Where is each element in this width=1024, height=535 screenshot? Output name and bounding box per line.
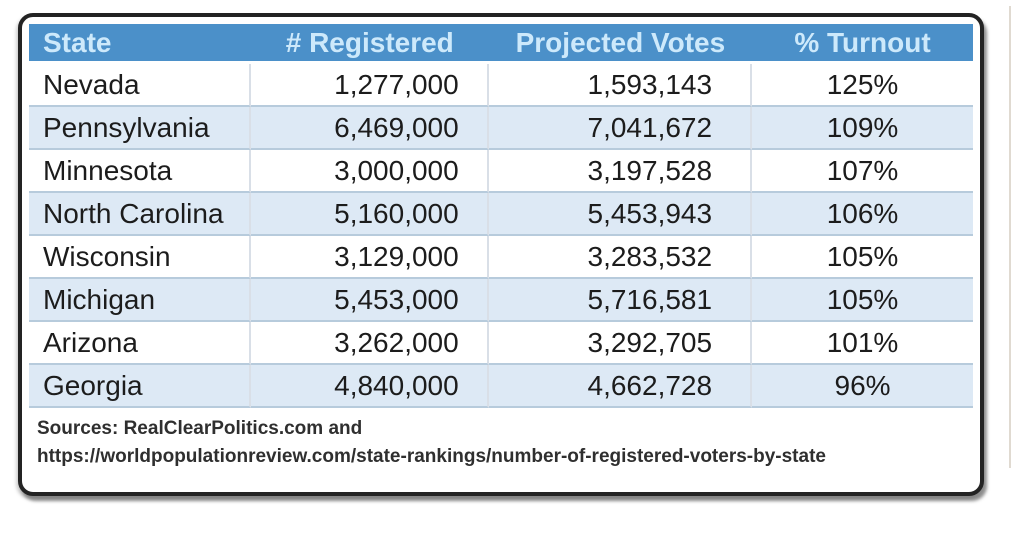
cell-turnout: 105% [752, 279, 973, 322]
cell-projected: 1,593,143 [488, 64, 753, 107]
cell-registered: 6,469,000 [250, 107, 489, 150]
table-row-pennsylvania: Pennsylvania 6,469,000 7,041,672 109% [29, 107, 973, 150]
cell-projected: 3,283,532 [488, 236, 753, 279]
cell-projected: 3,292,705 [488, 322, 753, 365]
cell-state: Georgia [29, 365, 251, 408]
cell-turnout: 125% [752, 64, 973, 107]
cell-registered: 5,160,000 [250, 193, 489, 236]
col-header-state: State [29, 24, 251, 64]
cell-projected: 7,041,672 [488, 107, 753, 150]
cell-registered: 3,000,000 [250, 150, 489, 193]
voter-table-card: State # Registered Projected Votes % Tur… [18, 13, 984, 496]
table-row-minnesota: Minnesota 3,000,000 3,197,528 107% [29, 150, 973, 193]
sources-line-1: Sources: RealClearPolitics.com and [37, 418, 363, 439]
table-row-georgia: Georgia 4,840,000 4,662,728 96% [29, 365, 973, 408]
cell-projected: 4,662,728 [488, 365, 753, 408]
voter-turnout-table: State # Registered Projected Votes % Tur… [29, 24, 973, 408]
cell-projected: 3,197,528 [488, 150, 753, 193]
header-row: State # Registered Projected Votes % Tur… [29, 24, 973, 64]
table-row-michigan: Michigan 5,453,000 5,716,581 105% [29, 279, 973, 322]
cell-state: Nevada [29, 64, 251, 107]
cell-state: Minnesota [29, 150, 251, 193]
col-header-turnout: % Turnout [752, 24, 973, 64]
table-row-wisconsin: Wisconsin 3,129,000 3,283,532 105% [29, 236, 973, 279]
cell-registered: 5,453,000 [250, 279, 489, 322]
cell-state: Pennsylvania [29, 107, 251, 150]
sources-line-2: https://worldpopulationreview.com/state-… [37, 446, 826, 467]
sources-note: Sources: RealClearPolitics.com and https… [29, 415, 973, 471]
cell-registered: 3,129,000 [250, 236, 489, 279]
col-header-registered: # Registered [250, 24, 489, 64]
cell-state: Wisconsin [29, 236, 251, 279]
cell-turnout: 101% [752, 322, 973, 365]
cell-registered: 4,840,000 [250, 365, 489, 408]
cell-turnout: 107% [752, 150, 973, 193]
cell-registered: 3,262,000 [250, 322, 489, 365]
cell-projected: 5,453,943 [488, 193, 753, 236]
col-header-projected-votes: Projected Votes [488, 24, 753, 64]
cell-turnout: 96% [752, 365, 973, 408]
cell-state: Michigan [29, 279, 251, 322]
cell-turnout: 109% [752, 107, 973, 150]
table-row-nevada: Nevada 1,277,000 1,593,143 125% [29, 64, 973, 107]
cell-projected: 5,716,581 [488, 279, 753, 322]
cell-registered: 1,277,000 [250, 64, 489, 107]
page-right-edge-line [1009, 6, 1011, 468]
cell-turnout: 106% [752, 193, 973, 236]
table-row-north-carolina: North Carolina 5,160,000 5,453,943 106% [29, 193, 973, 236]
cell-turnout: 105% [752, 236, 973, 279]
cell-state: Arizona [29, 322, 251, 365]
table-row-arizona: Arizona 3,262,000 3,292,705 101% [29, 322, 973, 365]
cell-state: North Carolina [29, 193, 251, 236]
